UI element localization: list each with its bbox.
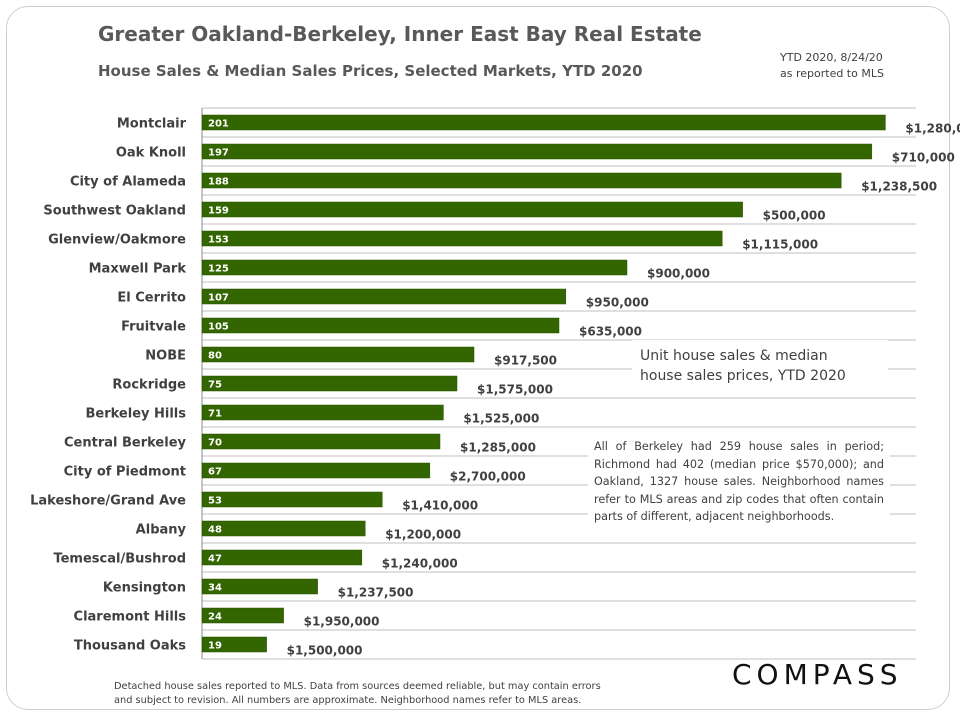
- bar: [201, 520, 366, 537]
- category-label: Montclair: [117, 117, 187, 132]
- legend-line1: Unit house sales & median: [640, 348, 828, 364]
- price-label: $1,500,000: [287, 644, 363, 658]
- bar: [201, 201, 743, 218]
- price-label: $710,000: [892, 151, 955, 165]
- bar: [201, 404, 444, 421]
- bar: [201, 230, 723, 247]
- category-label: City of Piedmont: [64, 465, 186, 480]
- count-label: 19: [208, 641, 222, 652]
- price-label: $500,000: [763, 209, 826, 223]
- count-label: 80: [208, 351, 222, 362]
- price-label: $1,240,000: [382, 557, 458, 571]
- price-label: $635,000: [579, 325, 642, 339]
- bar: [201, 346, 475, 363]
- count-label: 188: [208, 177, 229, 188]
- footer-disclaimer: Detached house sales reported to MLS. Da…: [114, 680, 714, 708]
- date-note-line2: as reported to MLS: [780, 67, 884, 80]
- legend-box: Unit house sales & median house sales pr…: [632, 340, 888, 392]
- bar: [201, 288, 567, 305]
- bar: [201, 114, 886, 131]
- chart-frame: [6, 6, 950, 710]
- bar: [201, 433, 441, 450]
- category-label: Albany: [136, 523, 187, 538]
- category-label: El Cerrito: [117, 291, 186, 306]
- bar: [201, 317, 560, 334]
- count-label: 67: [208, 467, 222, 478]
- category-label: Central Berkeley: [64, 436, 187, 451]
- count-label: 71: [208, 409, 222, 420]
- category-label: Claremont Hills: [74, 610, 187, 625]
- count-label: 47: [208, 554, 222, 565]
- category-label: City of Alameda: [70, 175, 186, 190]
- bar: [201, 549, 363, 566]
- bar: [201, 375, 458, 392]
- category-label: Oak Knoll: [116, 146, 186, 161]
- category-label: Rockridge: [112, 378, 186, 393]
- price-label: $917,500: [494, 354, 557, 368]
- price-label: $1,280,000: [905, 122, 960, 136]
- price-label: $1,410,000: [402, 499, 478, 513]
- date-note: YTD 2020, 8/24/20 as reported to MLS: [780, 50, 884, 82]
- count-label: 53: [208, 496, 222, 507]
- count-label: 70: [208, 438, 222, 449]
- legend-line2: house sales prices, YTD 2020: [640, 368, 846, 384]
- category-label: Kensington: [103, 581, 186, 596]
- footer-line1: Detached house sales reported to MLS. Da…: [114, 681, 601, 692]
- category-label: Thousand Oaks: [74, 639, 186, 654]
- bar: [201, 143, 873, 160]
- price-label: $1,950,000: [304, 615, 380, 629]
- footer-line2: and subject to revision. All numbers are…: [114, 695, 582, 706]
- count-label: 48: [208, 525, 222, 536]
- category-label: Glenview/Oakmore: [48, 233, 186, 248]
- bar: [201, 578, 318, 595]
- bar: [201, 636, 267, 653]
- count-label: 153: [208, 235, 229, 246]
- count-label: 159: [208, 206, 229, 217]
- price-label: $1,575,000: [477, 383, 553, 397]
- price-label: $1,237,500: [338, 586, 414, 600]
- count-label: 34: [208, 583, 222, 594]
- category-label: Temescal/Bushrod: [53, 552, 186, 567]
- compass-logo: COMPASS: [732, 658, 903, 691]
- category-label: Berkeley Hills: [85, 407, 186, 422]
- count-label: 24: [208, 612, 222, 623]
- price-label: $950,000: [586, 296, 649, 310]
- count-label: 105: [208, 322, 229, 333]
- note-box: All of Berkeley had 259 house sales in p…: [588, 434, 890, 530]
- price-label: $900,000: [647, 267, 710, 281]
- chart-subtitle: House Sales & Median Sales Prices, Selec…: [98, 62, 643, 80]
- category-label: NOBE: [145, 349, 186, 364]
- count-label: 75: [208, 380, 222, 391]
- category-label: Maxwell Park: [89, 262, 187, 277]
- price-label: $1,238,500: [861, 180, 937, 194]
- chart-title: Greater Oakland-Berkeley, Inner East Bay…: [98, 22, 702, 46]
- count-label: 201: [208, 119, 229, 130]
- count-label: 125: [208, 264, 229, 275]
- date-note-line1: YTD 2020, 8/24/20: [780, 51, 883, 64]
- count-label: 197: [208, 148, 229, 159]
- price-label: $1,285,000: [460, 441, 536, 455]
- price-label: $1,115,000: [742, 238, 818, 252]
- category-label: Lakeshore/Grand Ave: [30, 494, 186, 509]
- price-label: $1,525,000: [463, 412, 539, 426]
- price-label: $2,700,000: [450, 470, 526, 484]
- bar: [201, 172, 842, 189]
- bar: [201, 491, 383, 508]
- count-label: 107: [208, 293, 229, 304]
- category-label: Fruitvale: [121, 320, 186, 335]
- bar: [201, 607, 284, 624]
- bar: [201, 462, 431, 479]
- bar: [201, 259, 628, 276]
- price-label: $1,200,000: [385, 528, 461, 542]
- category-label: Southwest Oakland: [43, 204, 186, 219]
